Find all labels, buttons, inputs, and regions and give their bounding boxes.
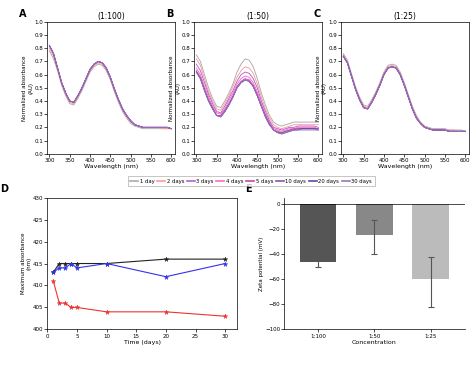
Title: (1:100): (1:100) <box>98 12 125 21</box>
Y-axis label: Maximum absorbance
(nm): Maximum absorbance (nm) <box>20 233 31 294</box>
1:25 <box>50 270 56 274</box>
1:100 <box>50 270 56 274</box>
Text: C: C <box>313 9 320 19</box>
Text: D: D <box>0 184 8 194</box>
1:100 <box>63 261 68 266</box>
Line: 1:50: 1:50 <box>51 279 228 319</box>
Bar <box>356 204 393 235</box>
1:50 <box>50 279 56 283</box>
X-axis label: Concentration: Concentration <box>352 340 397 345</box>
1:25 <box>163 274 169 279</box>
1:50 <box>74 305 80 310</box>
1:50 <box>68 305 74 310</box>
X-axis label: Time (days): Time (days) <box>124 340 161 345</box>
1:25 <box>56 266 62 270</box>
Bar <box>300 204 337 262</box>
Y-axis label: Normalized absorbance
(AU): Normalized absorbance (AU) <box>22 55 33 120</box>
X-axis label: Wavelength (nm): Wavelength (nm) <box>84 164 138 169</box>
1:25 <box>104 261 109 266</box>
Y-axis label: Normalized absorbance
(AU): Normalized absorbance (AU) <box>316 55 327 120</box>
Bar <box>412 204 449 279</box>
1:25 <box>63 266 68 270</box>
Y-axis label: Zeta potential (mV): Zeta potential (mV) <box>259 236 264 291</box>
1:50 <box>163 310 169 314</box>
1:100 <box>104 261 109 266</box>
1:100 <box>222 257 228 261</box>
Text: A: A <box>19 9 27 19</box>
1:25 <box>68 261 74 266</box>
Title: (1:50): (1:50) <box>247 12 270 21</box>
1:25 <box>222 261 228 266</box>
Y-axis label: Normalized absorbance
(AU): Normalized absorbance (AU) <box>169 55 180 120</box>
Text: B: B <box>166 9 173 19</box>
X-axis label: Wavelength (nm): Wavelength (nm) <box>378 164 432 169</box>
1:50 <box>222 314 228 318</box>
1:50 <box>104 310 109 314</box>
Title: (1:25): (1:25) <box>394 12 417 21</box>
1:25 <box>74 266 80 270</box>
1:50 <box>63 301 68 305</box>
Text: E: E <box>245 184 251 194</box>
1:100 <box>56 261 62 266</box>
Line: 1:100: 1:100 <box>51 257 228 275</box>
Line: 1:25: 1:25 <box>51 261 228 279</box>
Legend: 1 day, 2 days, 3 days, 4 days, 5 days, 10 days, 20 days, 30 days: 1 day, 2 days, 3 days, 4 days, 5 days, 1… <box>128 176 374 186</box>
1:100 <box>74 261 80 266</box>
1:50 <box>56 301 62 305</box>
X-axis label: Wavelength (nm): Wavelength (nm) <box>231 164 285 169</box>
1:100 <box>163 257 169 261</box>
1:100 <box>68 261 74 266</box>
